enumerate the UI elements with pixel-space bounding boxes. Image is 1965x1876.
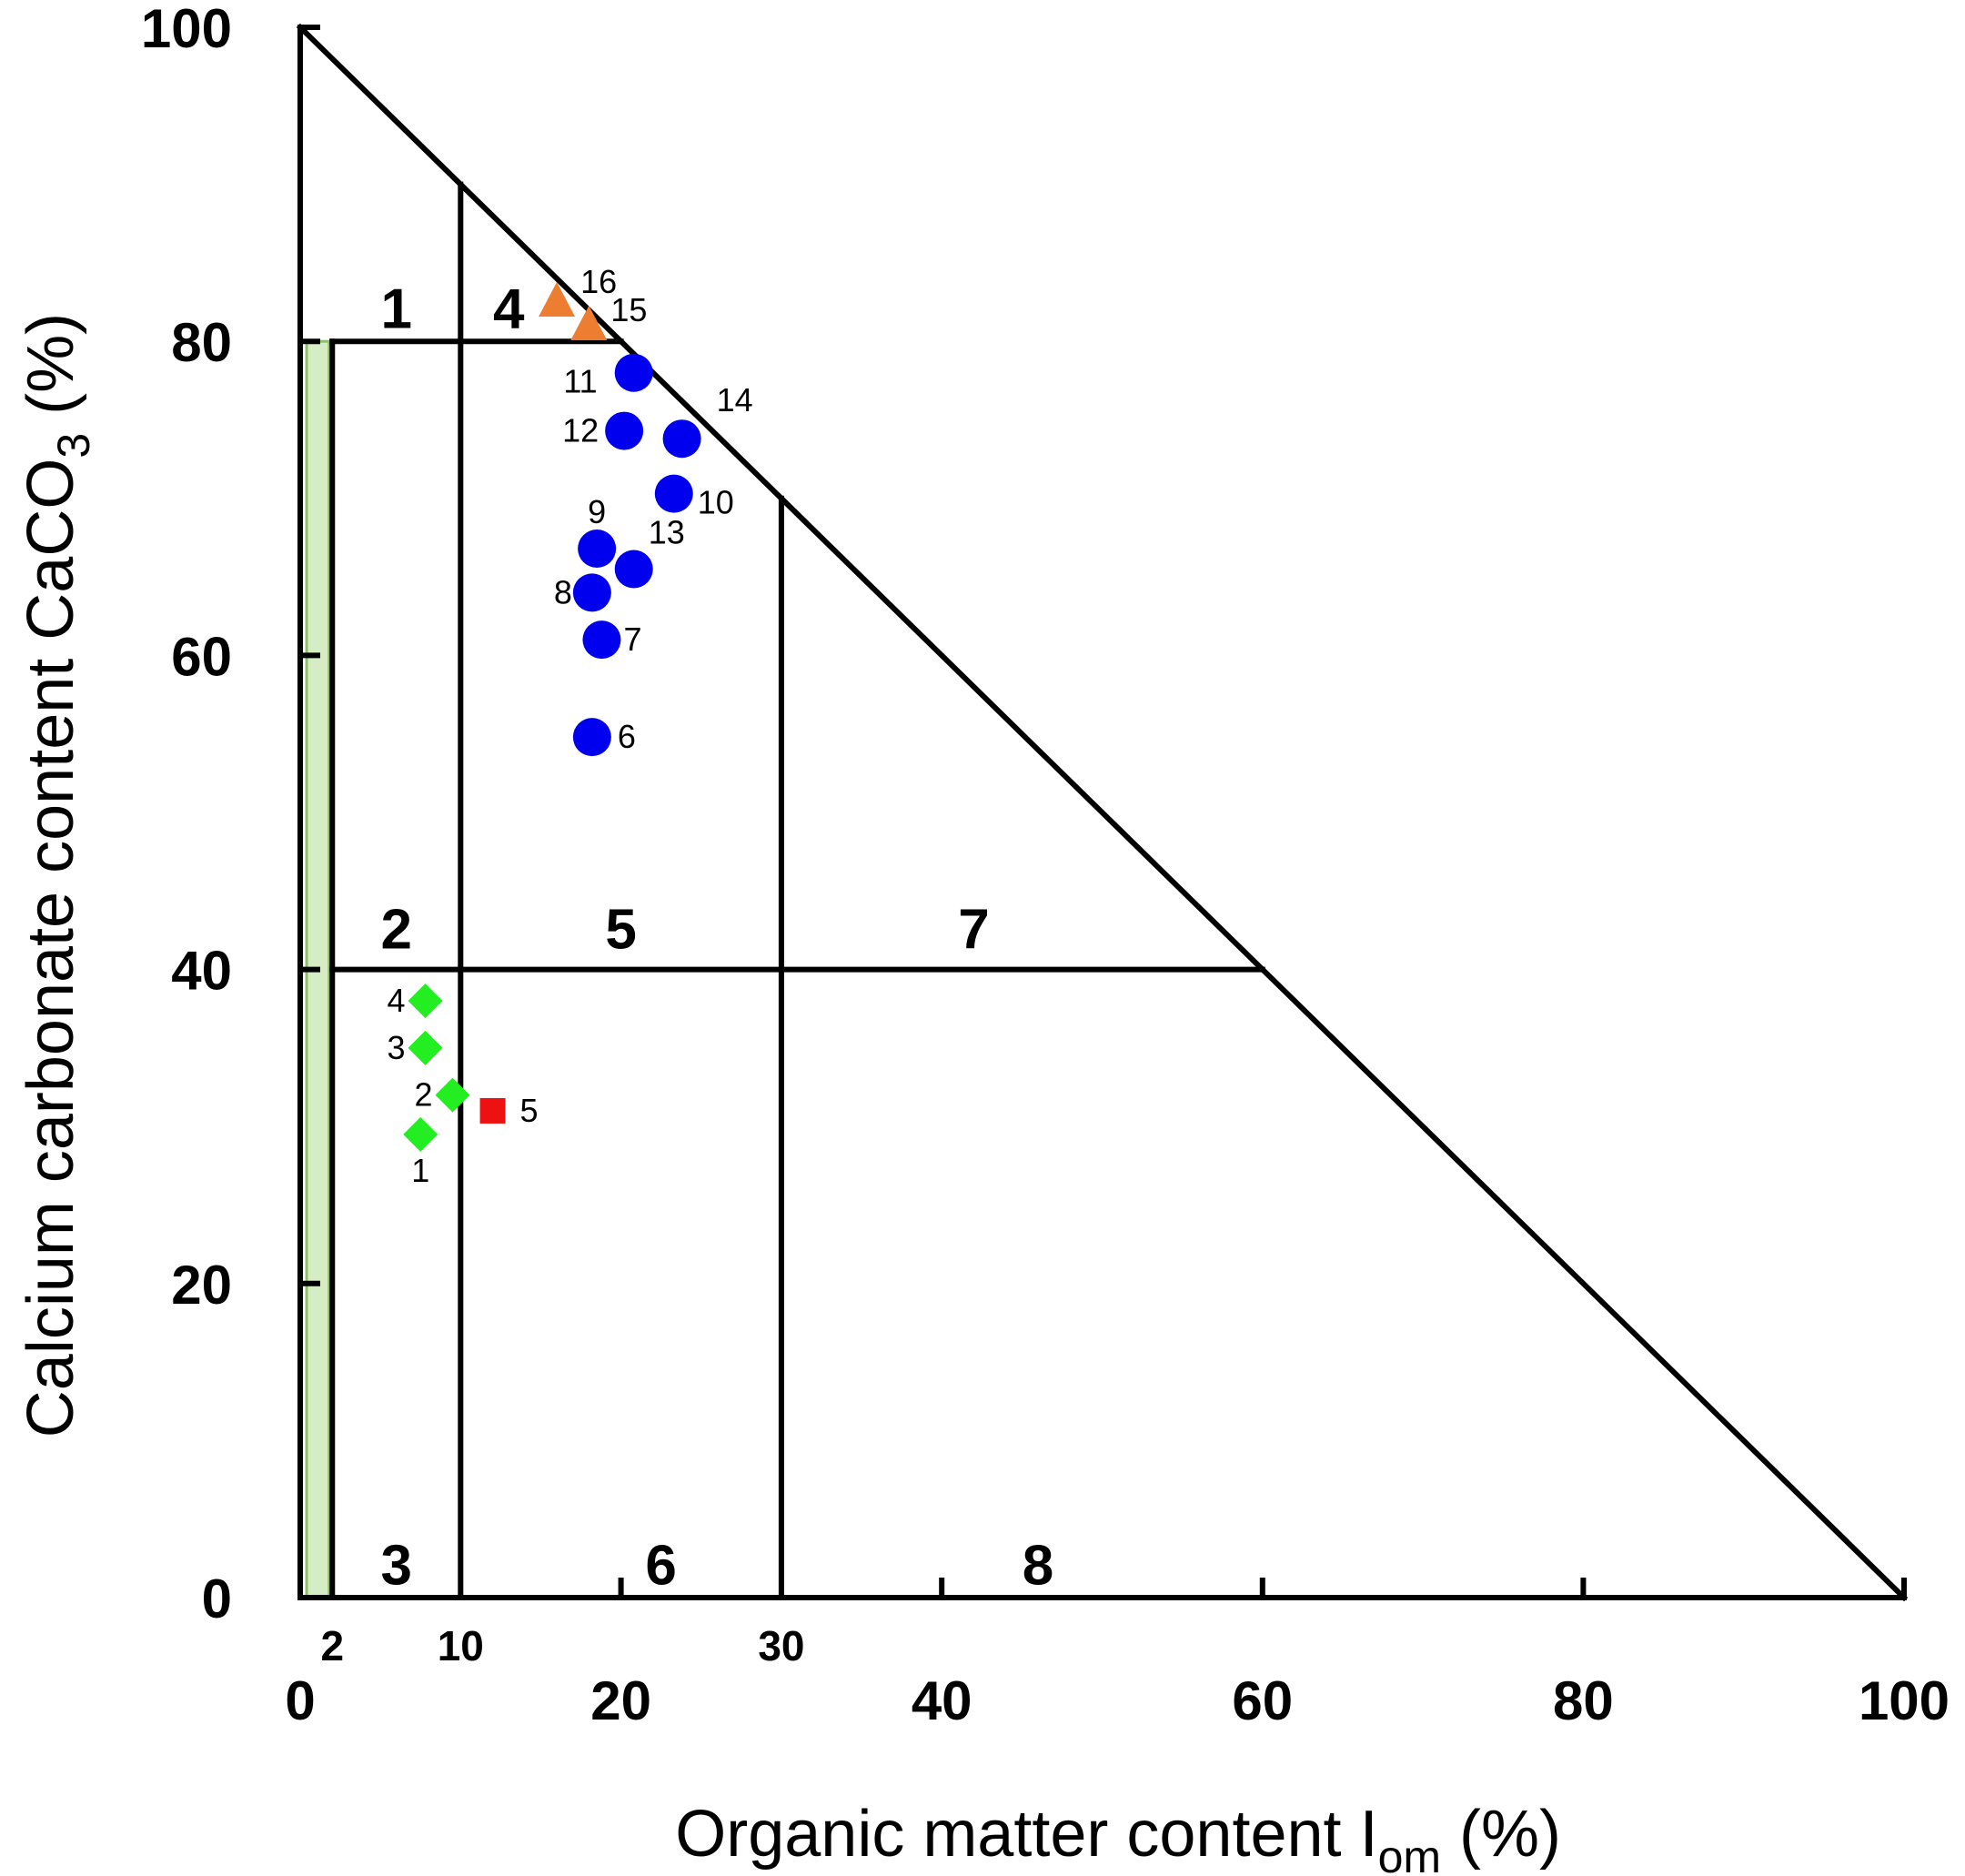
point-label: 1 (411, 1152, 429, 1189)
x-tick-label: 40 (912, 1670, 972, 1731)
point-label: 12 (562, 412, 599, 449)
x-tick-label: 100 (1859, 1670, 1950, 1731)
x-boundary-tick-label: 2 (320, 1622, 344, 1669)
y-tick-label: 0 (202, 1568, 232, 1629)
circle-point (654, 474, 693, 513)
hypotenuse-line (296, 23, 1909, 1602)
y-tick-label: 40 (171, 941, 232, 1002)
diamond-point (403, 1116, 438, 1152)
y-tick-label: 100 (141, 0, 232, 59)
circle-point (578, 530, 617, 569)
point-label: 15 (610, 291, 647, 328)
point-label: 6 (618, 718, 636, 755)
plot-structure (296, 23, 1909, 1602)
circle-point (614, 353, 653, 392)
x-boundary-tick-label: 30 (758, 1622, 804, 1669)
square-point (479, 1097, 506, 1124)
triangle-point (539, 282, 576, 318)
circle-point (572, 573, 611, 612)
region-label: 8 (1023, 1534, 1053, 1597)
y-tick-label: 80 (171, 312, 232, 373)
x-tick-label: 60 (1232, 1670, 1293, 1731)
diamond-point (435, 1077, 470, 1113)
point-label: 8 (554, 573, 572, 610)
x-axis-title: Organic matter content Iom (%) (675, 1798, 1561, 1876)
point-label: 9 (588, 493, 606, 530)
diamond-point (408, 983, 443, 1019)
x-tick-label: 20 (590, 1670, 651, 1731)
point-label: 16 (580, 263, 617, 300)
region-label: 2 (381, 898, 412, 961)
circle-point (572, 718, 611, 757)
point-label: 10 (698, 484, 734, 521)
y-tick-label: 60 (171, 626, 232, 687)
diamond-point (408, 1030, 443, 1065)
region-label: 7 (958, 898, 989, 961)
x-boundary-tick-label: 10 (438, 1622, 484, 1669)
region-label: 5 (605, 898, 636, 961)
point-label: 2 (414, 1076, 432, 1114)
region-label: 4 (493, 278, 525, 341)
x-tick-label: 80 (1553, 1670, 1614, 1731)
circle-point (662, 419, 701, 459)
circle-point (605, 411, 644, 450)
circle-point (582, 620, 621, 660)
axis-ticks: 0 20 40 60 80 100 0 20 40 60 80 100 2 10 30 (141, 0, 1950, 1731)
point-label: 14 (717, 381, 753, 419)
region-label: 1 (381, 278, 412, 341)
triangle-point (570, 305, 608, 340)
y-tick-label: 20 (171, 1255, 232, 1316)
region-label: 3 (381, 1534, 412, 1597)
point-label: 7 (623, 620, 641, 658)
axis-titles: Organic matter content Iom (%) Calcium ca… (15, 313, 1561, 1876)
point-label: 13 (649, 513, 685, 550)
point-label: 11 (563, 363, 597, 400)
circle-point (614, 550, 653, 589)
region-labels: 1 42 5 73 6 8 (381, 278, 1054, 1598)
region-label: 6 (645, 1534, 676, 1597)
point-label: 3 (387, 1029, 405, 1066)
x-tick-label: 0 (285, 1670, 315, 1731)
point-label: 5 (520, 1092, 539, 1129)
y-axis-title: Calcium carbonate content CaCO3 (%) (15, 313, 99, 1437)
point-label: 4 (387, 982, 405, 1019)
